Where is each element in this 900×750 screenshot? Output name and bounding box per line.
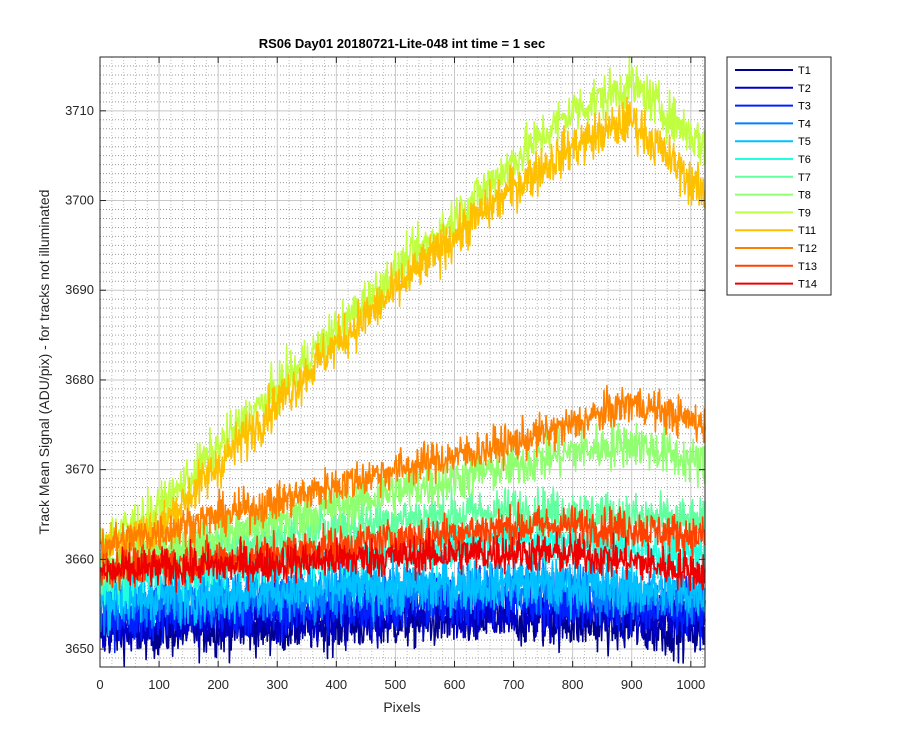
x-tick-label: 500 bbox=[385, 677, 407, 692]
y-tick-label: 3710 bbox=[65, 103, 94, 118]
series-line-t11 bbox=[100, 96, 706, 562]
legend-label-t2: T2 bbox=[798, 83, 811, 95]
x-tick-label: 200 bbox=[207, 677, 229, 692]
chart-title: RS06 Day01 20180721-Lite-048 int time = … bbox=[259, 36, 546, 51]
y-tick-label: 3700 bbox=[65, 193, 94, 208]
y-axis-label: Track Mean Signal (ADU/pix) - for tracks… bbox=[36, 190, 52, 535]
legend-label-t11: T11 bbox=[798, 225, 816, 237]
series-lines bbox=[99, 55, 706, 667]
y-tick-label: 3690 bbox=[65, 282, 94, 297]
series-line-t14 bbox=[99, 527, 706, 593]
legend-label-t5: T5 bbox=[798, 136, 811, 148]
legend-label-t9: T9 bbox=[798, 207, 811, 219]
x-tick-label: 1000 bbox=[676, 677, 705, 692]
plot-frame bbox=[99, 56, 706, 668]
x-tick-label: 700 bbox=[503, 677, 525, 692]
series-line-t12 bbox=[99, 384, 706, 564]
legend-label-t3: T3 bbox=[798, 101, 811, 113]
y-tick-label: 3670 bbox=[65, 462, 94, 477]
legend-label-t12: T12 bbox=[798, 243, 817, 255]
x-tick-label: 900 bbox=[621, 677, 643, 692]
axis-ticks: 0 100 200 300 400 500 600 700 800 900 1000 3650 3660… bbox=[65, 57, 705, 692]
legend-label-t4: T4 bbox=[798, 118, 811, 130]
x-tick-label: 300 bbox=[266, 677, 288, 692]
series-line-t5 bbox=[99, 550, 706, 637]
y-tick-label: 3660 bbox=[65, 551, 94, 566]
x-tick-label: 0 bbox=[96, 677, 103, 692]
legend: T1 T2 T3 T4 T5 T6 T7 T8 T9 T11 T12 T13 T14 bbox=[726, 56, 832, 296]
x-tick-label: 800 bbox=[562, 677, 584, 692]
legend-label-t13: T13 bbox=[798, 261, 817, 273]
legend-label-t6: T6 bbox=[798, 154, 811, 166]
x-tick-label: 100 bbox=[148, 677, 170, 692]
legend-label-t1: T1 bbox=[798, 65, 811, 77]
legend-label-t8: T8 bbox=[798, 190, 811, 202]
series-line-t9 bbox=[99, 55, 706, 558]
y-tick-label: 3650 bbox=[65, 641, 94, 656]
x-tick-label: 600 bbox=[444, 677, 466, 692]
x-axis-label: Pixels bbox=[383, 699, 420, 715]
y-tick-label: 3680 bbox=[65, 372, 94, 387]
legend-label-t14: T14 bbox=[798, 279, 817, 291]
x-tick-label: 400 bbox=[325, 677, 347, 692]
legend-label-t7: T7 bbox=[798, 172, 811, 184]
